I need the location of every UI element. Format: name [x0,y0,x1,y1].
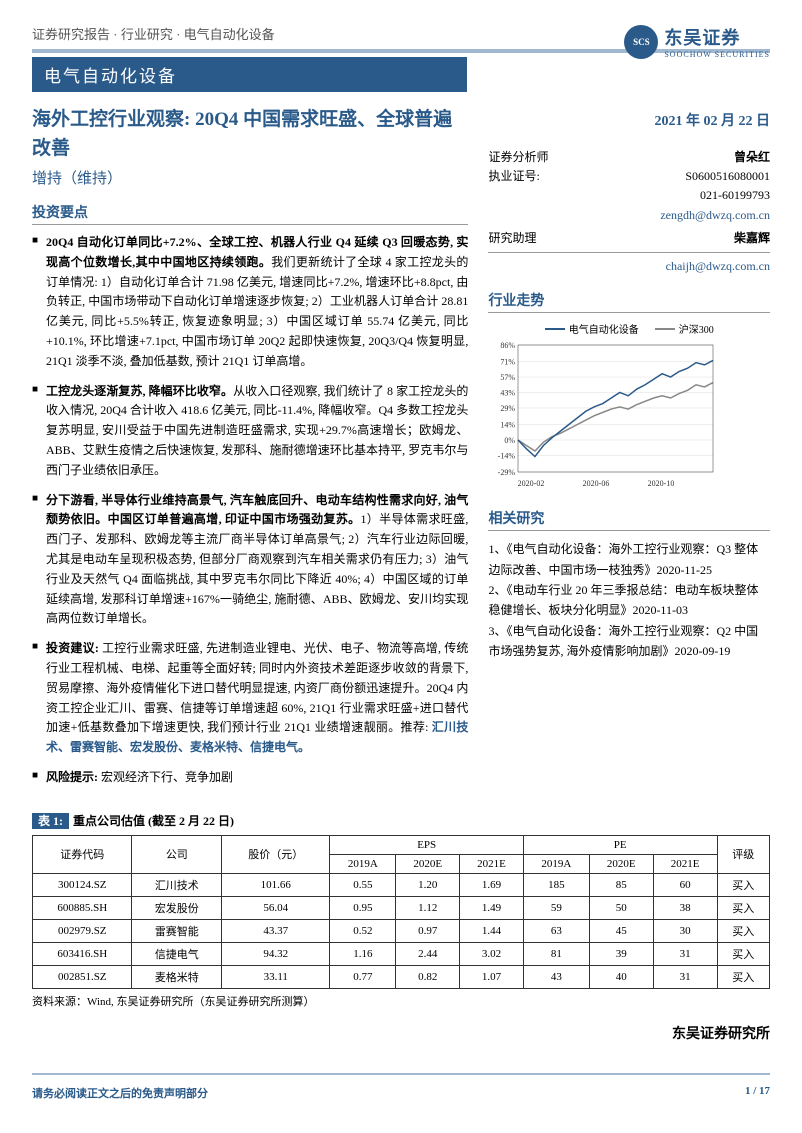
report-title: 海外工控行业观察: 20Q4 中国需求旺盛、全球普遍改善 [32,106,468,163]
logo-sub: SOOCHOW SECURITIES [664,50,770,59]
svg-text:2020-06: 2020-06 [583,479,610,488]
svg-text:29%: 29% [501,404,516,413]
related-hdr: 相关研究 [488,508,770,531]
table-row: 002851.SZ麦格米特33.110.770.821.07434031买入 [33,965,770,988]
analyst-email: zengdh@dwzq.com.cn [488,206,770,225]
section-points-hdr: 投资要点 [32,202,468,225]
page-number: 1 / 17 [745,1085,770,1101]
logo-name: 东吴证券 [664,24,770,50]
logo-mark: SCS [624,25,658,59]
sector-banner: 电气自动化设备 [32,57,467,92]
institute: 东吴证券研究所 [32,1023,770,1043]
svg-text:71%: 71% [501,358,516,367]
related-item: 2、《电动车行业 20 年三季报总结：电动车板块整体稳健增长、板块分化明显》20… [488,580,770,621]
investment-points: 20Q4 自动化订单同比+7.2%、全球工控、机器人行业 Q4 延续 Q3 回暖… [32,233,468,788]
legend-item: 电气自动化设备 [545,321,639,336]
logo: SCS 东吴证券 SOOCHOW SECURITIES [624,24,770,59]
table-source: 资料来源：Wind, 东吴证券研究所（东吴证券研究所测算） [32,993,770,1009]
svg-text:43%: 43% [501,389,516,398]
svg-text:57%: 57% [501,373,516,382]
bullet-item: 风险提示: 宏观经济下行、竞争加剧 [32,768,468,788]
svg-text:86%: 86% [501,341,516,350]
license-label: 执业证号: [488,167,539,186]
table-row: 002979.SZ雷赛智能43.370.520.971.44634530买入 [33,919,770,942]
svg-text:2020-02: 2020-02 [518,479,545,488]
analyst-block: 证券分析师曾朵红 执业证号:S0600516080001 021-6019979… [488,148,770,276]
bullet-item: 分下游看, 半导体行业维持高景气, 汽车触底回升、电动车结构性需求向好, 油气颓… [32,491,468,630]
svg-text:2020-10: 2020-10 [648,479,675,488]
table-num: 表 1: [32,813,69,829]
trend-hdr: 行业走势 [488,290,770,313]
table-row: 600885.SH宏发股份56.040.951.121.49595038买入 [33,896,770,919]
assistant-name: 柴嘉辉 [536,229,770,248]
valuation-table: 证券代码公司股价（元）EPSPE评级2019A2020E2021E2019A20… [32,835,770,989]
assistant-email: chaijh@dwzq.com.cn [488,257,770,276]
svg-text:14%: 14% [501,421,516,430]
rating: 增持（维持） [32,167,468,188]
analyst-hdr: 证券分析师 [488,148,548,167]
svg-text:0%: 0% [505,436,516,445]
legend-item: 沪深300 [655,321,714,336]
table-caption: 表 1: 重点公司估值 (截至 2 月 22 日) [32,812,770,829]
related-item: 1、《电气自动化设备：海外工控行业观察：Q3 整体边际改善、中国市场一枝独秀》2… [488,539,770,580]
assistant-hdr: 研究助理 [488,229,536,248]
table-row: 603416.SH信捷电气94.321.162.443.02813931买入 [33,942,770,965]
bullet-item: 20Q4 自动化订单同比+7.2%、全球工控、机器人行业 Q4 延续 Q3 回暖… [32,233,468,372]
related-item: 3、《电气自动化设备：海外工控行业观察：Q2 中国市场强势复苏, 海外疫情影响加… [488,621,770,662]
disclaimer: 请务必阅读正文之后的免责声明部分 [32,1085,208,1101]
table-row: 300124.SZ汇川技术101.660.551.201.691858560买入 [33,873,770,896]
analyst-name: 曾朵红 [548,148,770,167]
trend-svg: 86% 71% 57% 43% 29% 14% 0% -14% -29%2020-02 2020-… [488,340,718,490]
related-list: 1、《电气自动化设备：海外工控行业观察：Q3 整体边际改善、中国市场一枝独秀》2… [488,539,770,661]
bullet-item: 投资建议: 工控行业需求旺盛, 先进制造业锂电、光伏、电子、物流等高增, 传统行… [32,639,468,758]
report-date: 2021 年 02 月 22 日 [488,110,770,130]
bullet-item: 工控龙头逐渐复苏, 降幅环比收窄。从收入口径观察, 我们统计了 8 家工控龙头的… [32,382,468,481]
analyst-tel: 021-60199793 [488,186,770,205]
trend-chart: 电气自动化设备 沪深300 86% 71% 57% 43% 29% 14% 0% -14% -29… [488,321,770,494]
table-title: 重点公司估值 (截至 2 月 22 日) [73,814,234,828]
license-num: S0600516080001 [540,167,770,186]
svg-text:-14%: -14% [498,452,516,461]
svg-text:-29%: -29% [498,468,516,477]
